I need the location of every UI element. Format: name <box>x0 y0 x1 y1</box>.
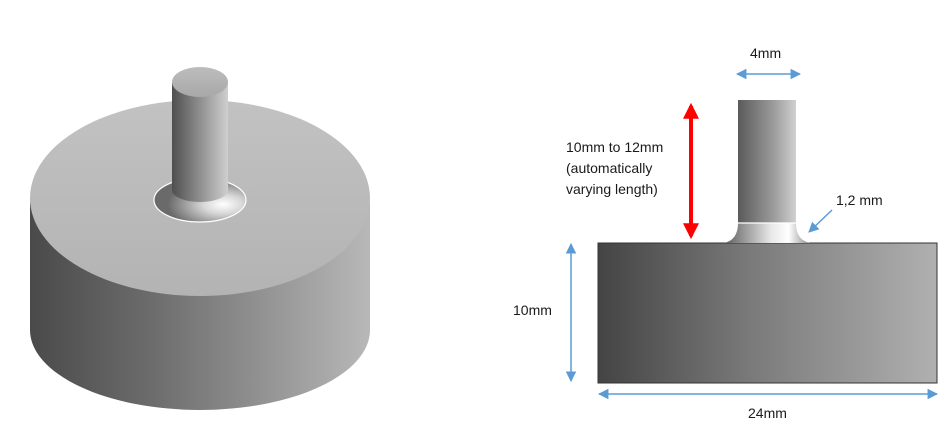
pin-length-label-line2: (automatically <box>566 160 652 176</box>
pin-top <box>172 67 228 97</box>
dimension-base-width: 24mm <box>599 394 937 421</box>
fillet-radius-leader <box>809 210 832 232</box>
base-block <box>598 243 937 383</box>
fillet-radius-label: 1,2 mm <box>836 192 883 208</box>
base-height-label: 10mm <box>513 302 552 318</box>
pin-width-label: 4mm <box>750 45 781 61</box>
dimension-pin-width: 4mm <box>737 45 800 74</box>
pin-length-label-line3: varying length) <box>566 181 658 197</box>
dimension-base-height: 10mm <box>513 244 571 381</box>
pin-side <box>172 82 228 202</box>
base-width-label: 24mm <box>748 405 787 421</box>
dimension-pin-length: 10mm to 12mm (automatically varying leng… <box>566 106 691 236</box>
pin-length-label-line1: 10mm to 12mm <box>566 139 663 155</box>
isometric-view <box>30 67 370 410</box>
dimension-fillet-radius: 1,2 mm <box>809 192 883 232</box>
pin-fillet <box>724 223 810 243</box>
pin-body <box>738 100 796 224</box>
